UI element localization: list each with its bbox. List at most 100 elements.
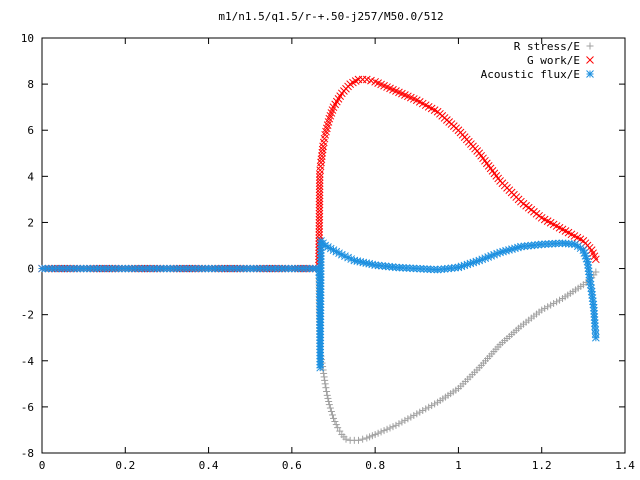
y-tick-label: 4 [27, 170, 34, 183]
data-point [315, 182, 324, 191]
y-tick-label: 8 [27, 78, 34, 91]
data-point [322, 384, 330, 392]
data-point [374, 429, 382, 437]
data-point [315, 200, 324, 209]
data-point [416, 408, 424, 416]
data-point [327, 109, 336, 117]
data-point [325, 401, 333, 409]
data-point [592, 268, 600, 276]
data-point [325, 398, 333, 406]
x-tick-label: 1 [455, 459, 462, 472]
y-tick-label: -2 [21, 309, 34, 322]
data-point [392, 421, 400, 429]
data-point [315, 188, 324, 197]
data-point [315, 179, 324, 188]
x-tick-label: 1.4 [615, 459, 635, 472]
data-point [591, 333, 600, 342]
data-point [332, 247, 341, 256]
data-point [327, 408, 335, 415]
series-layer [38, 75, 600, 444]
data-point [318, 145, 327, 154]
data-point [395, 420, 403, 428]
y-tick-label: -6 [21, 401, 34, 414]
data-point [315, 228, 324, 236]
data-point [407, 413, 415, 421]
data-point [320, 373, 328, 381]
legend-label: G work/E [527, 54, 580, 67]
data-point [386, 424, 394, 432]
data-point [354, 436, 362, 444]
data-point [328, 411, 336, 419]
x-tick-label: 0.8 [365, 459, 385, 472]
data-point [331, 417, 339, 425]
data-point [383, 425, 391, 433]
data-point [323, 391, 331, 399]
data-point [544, 303, 552, 311]
x-tick-label: 0.6 [282, 459, 302, 472]
data-point [326, 111, 335, 120]
data-point [315, 215, 324, 224]
data-point [315, 206, 324, 215]
y-tick-label: 0 [27, 263, 34, 276]
data-point [404, 415, 412, 423]
data-point [325, 114, 334, 123]
data-point [371, 431, 379, 439]
legend-label: R stress/E [514, 40, 580, 53]
legend-marker [586, 70, 594, 78]
y-tick-label: 10 [21, 32, 34, 45]
data-point [425, 403, 433, 411]
x-tick-label: 0.2 [115, 459, 135, 472]
data-point [315, 185, 324, 194]
data-point [317, 152, 326, 160]
data-point [359, 435, 367, 443]
axis-ticks: 0 0.2 0.4 0.6 0.8 1 1.2 1.4 -8 -6 -4 -2 0 2 4 6 8 10 [21, 32, 636, 472]
chart-title: m1/n1.5/q1.5/r-+.50-j257/M50.0/512 [218, 10, 443, 23]
data-point [315, 218, 324, 227]
data-point [315, 176, 324, 184]
data-point [332, 421, 340, 429]
data-point [315, 225, 324, 233]
data-point [413, 410, 421, 418]
data-point [401, 416, 409, 424]
data-point [328, 106, 337, 114]
x-tick-label: 1.2 [532, 459, 552, 472]
data-point [318, 148, 327, 157]
data-point [380, 427, 388, 435]
data-point [591, 255, 600, 264]
data-point [389, 423, 397, 431]
data-point [330, 414, 337, 422]
data-point [550, 299, 558, 307]
data-point [317, 158, 325, 167]
data-point [431, 400, 439, 408]
data-point [541, 304, 549, 312]
data-point [315, 191, 324, 200]
data-point [422, 405, 430, 413]
data-point [315, 212, 324, 221]
data-point [326, 404, 334, 412]
series-2 [38, 237, 600, 372]
data-point [315, 222, 324, 230]
data-point [324, 394, 332, 402]
data-point [428, 402, 436, 410]
data-point [538, 306, 546, 314]
legend-marker [586, 42, 594, 50]
data-point [553, 298, 561, 306]
data-point [377, 428, 385, 436]
data-point [410, 411, 418, 419]
data-point [323, 388, 331, 396]
data-point [358, 75, 367, 84]
data-point [315, 209, 324, 218]
data-point [342, 435, 350, 443]
legend-marker [586, 56, 594, 64]
x-tick-label: 0.4 [199, 459, 219, 472]
plot-frame [41, 37, 626, 454]
y-tick-label: -4 [21, 355, 35, 368]
data-point [398, 418, 406, 426]
data-point [315, 231, 324, 239]
y-tick-label: -8 [21, 447, 34, 460]
legend-label: Acoustic flux/E [481, 68, 580, 81]
data-point [315, 173, 324, 181]
x-tick-label: 0 [39, 459, 46, 472]
